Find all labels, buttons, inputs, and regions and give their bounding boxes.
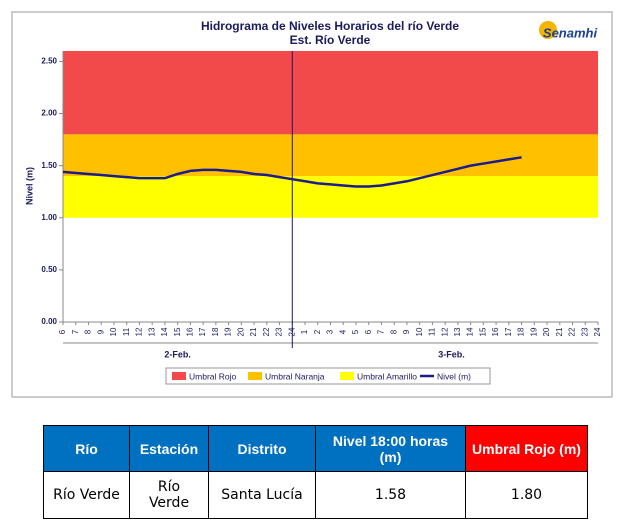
x-tick-label: 16 (491, 327, 500, 336)
x-tick-label: 15 (478, 327, 487, 336)
level-line (62, 156, 522, 188)
legend-swatch (248, 372, 262, 380)
x-tick-label: 19 (529, 327, 538, 336)
logo-sun (539, 21, 557, 39)
threshold-band (63, 176, 598, 218)
x-tick-label: 17 (504, 327, 513, 336)
x-tick-label: 21 (555, 327, 564, 336)
x-tick-label: 4 (338, 329, 347, 334)
header-cell: Umbral Rojo (m) (465, 425, 588, 472)
x-tick-label: 10 (109, 327, 118, 336)
x-tick-label: 17 (198, 327, 207, 336)
x-tick-label: 7 (377, 329, 386, 334)
x-tick-label: 14 (466, 327, 475, 336)
x-tick-label: 15 (173, 327, 182, 336)
x-tick-label: 22 (568, 327, 577, 336)
legend-label: Umbral Rojo (189, 371, 237, 381)
data-cell: Río Verde (129, 471, 209, 519)
x-tick-label: 12 (440, 327, 449, 336)
y-tick-label: 0.50 (41, 265, 57, 274)
legend-label: Nivel (m) (437, 371, 471, 381)
y-axis-label: Nivel (m) (24, 167, 34, 205)
header-cell: Nivel 18:00 horas (m) (315, 425, 466, 472)
threshold-band (63, 134, 598, 177)
x-tick-label: 19 (224, 327, 233, 336)
y-tick-label: 1.00 (41, 213, 57, 222)
x-tick-label: 5 (351, 329, 360, 334)
x-tick-label: 6 (58, 329, 67, 334)
x-tick-label: 8 (389, 329, 398, 334)
legend-swatch (340, 372, 354, 380)
legend (165, 367, 491, 385)
x-tick-label: 18 (517, 327, 526, 336)
x-tick-label: 12 (135, 327, 144, 336)
x-tick-label: 21 (249, 327, 258, 336)
summary-table: Río Estación Distrito Nivel 18:00 horas (m)… (43, 425, 588, 519)
x-tick-label: 2 (313, 329, 322, 334)
legend-swatch (172, 372, 186, 380)
group-label: 3-Feb. (438, 349, 465, 359)
x-tick-label: 6 (364, 329, 373, 334)
x-tick-label: 20 (236, 327, 245, 336)
legend-label: Umbral Naranja (265, 371, 325, 381)
group-label: 2-Feb. (164, 349, 191, 359)
chart: Hidrograma de Niveles Horarios del río V… (11, 11, 613, 398)
x-tick-label: 22 (262, 327, 271, 336)
x-tick-label: 16 (185, 327, 194, 336)
y-tick-label: 0.00 (41, 317, 57, 326)
x-tick-label: 8 (84, 329, 93, 334)
logo: Senamhi (543, 25, 598, 40)
x-tick-label: 18 (211, 327, 220, 336)
x-tick-label: 9 (96, 329, 105, 334)
table-header: Río Estación Distrito Nivel 18:00 horas (m)… (43, 425, 588, 472)
threshold-band (63, 51, 598, 135)
data-cell: Santa Lucía (208, 471, 316, 519)
legend-label: Umbral Amarillo (357, 371, 417, 381)
chart-title: Hidrograma de Niveles Horarios del río V… (201, 19, 459, 33)
x-tick-label: 23 (275, 327, 284, 336)
y-tick-label: 2.00 (41, 109, 57, 118)
data-cell: 1.58 (315, 471, 466, 519)
y-tick-label: 2.50 (41, 57, 57, 66)
x-tick-label: 14 (160, 327, 169, 336)
table-row: Río Verde Río Verde Santa Lucía 1.58 1.80 (43, 471, 588, 519)
x-tick-label: 1 (300, 329, 309, 334)
header-cell: Estación (129, 425, 209, 472)
data-cell: Río Verde (43, 471, 130, 519)
data-cell: 1.80 (465, 471, 588, 519)
x-tick-label: 3 (326, 329, 335, 334)
x-tick-label: 23 (580, 327, 589, 336)
x-tick-label: 10 (415, 327, 424, 336)
x-tick-label: 13 (147, 327, 156, 336)
y-tick-label: 1.50 (41, 161, 57, 170)
x-tick-label: 11 (428, 327, 437, 336)
chart-subtitle: Est. Río Verde (290, 33, 371, 47)
x-tick-label: 7 (71, 329, 80, 334)
header-cell: Río (43, 425, 130, 472)
x-tick-label: 9 (402, 329, 411, 334)
x-tick-label: 11 (122, 327, 131, 336)
x-tick-label: 13 (453, 327, 462, 336)
header-cell: Distrito (208, 425, 316, 472)
x-tick-label: 24 (593, 327, 602, 336)
x-tick-label: 20 (542, 327, 551, 336)
